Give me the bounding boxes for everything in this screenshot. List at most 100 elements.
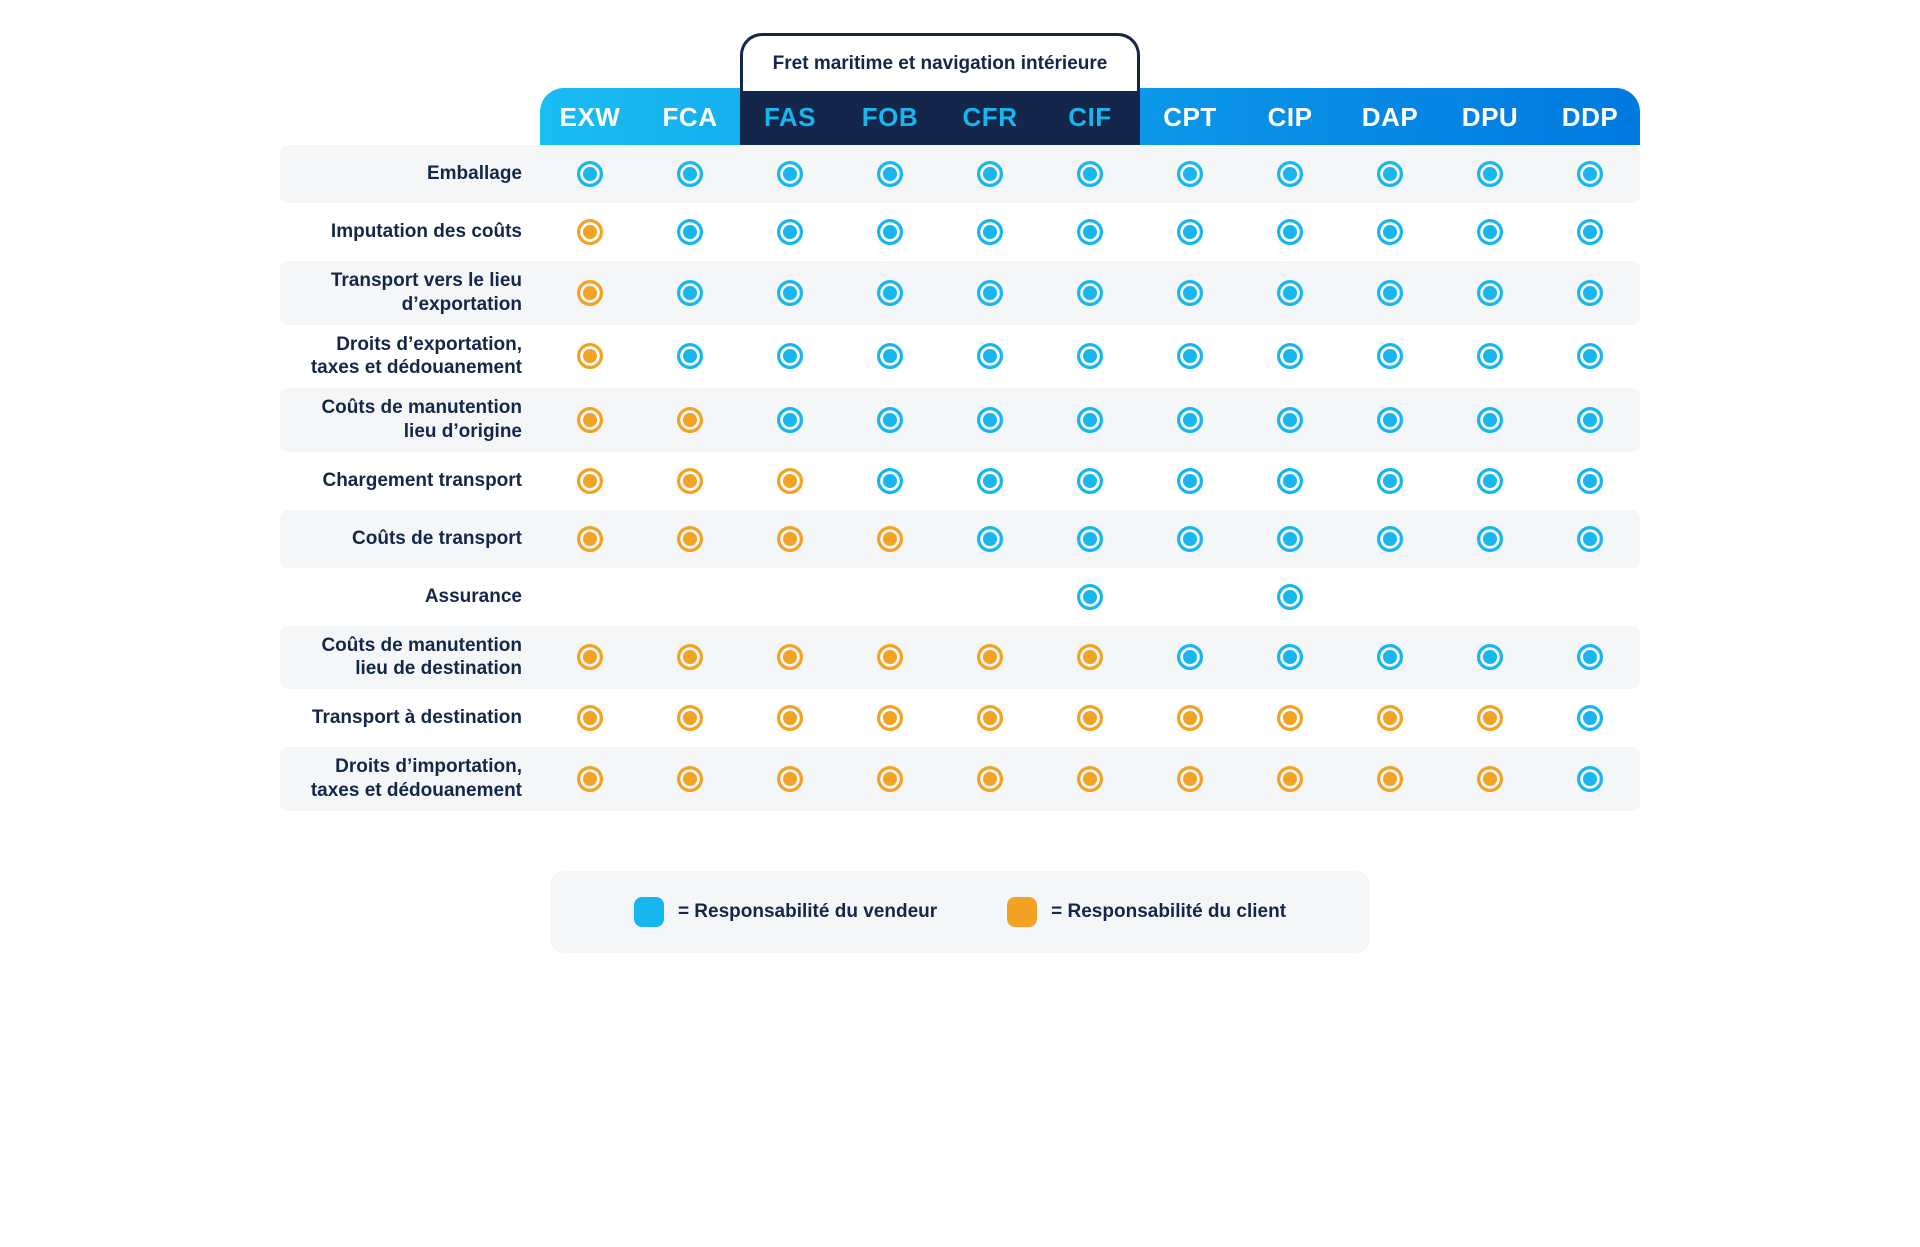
cell-seller [1240,515,1340,563]
cell-seller [1540,694,1640,742]
cell-empty [1540,587,1640,607]
cell-seller [1040,332,1140,380]
table-row: Droits d’exportation, taxes et dédouanem… [280,325,1640,389]
legend-swatch-buyer [1007,897,1037,927]
cell-seller [1440,269,1540,317]
cell-seller [1540,208,1640,256]
callout-label: Fret maritime et navigation intérieure [773,53,1108,75]
cell-seller [1240,150,1340,198]
table-row: Coûts de manutention lieu de destination [280,626,1640,690]
table-row: Transport vers le lieu d’exportation [280,261,1640,325]
cell-seller [940,150,1040,198]
column-header: EXW [540,88,640,145]
row-label: Coûts de manutention lieu de destination [280,626,540,690]
cell-seller [1240,573,1340,621]
cell-buyer [640,396,740,444]
cell-seller [940,457,1040,505]
cell-buyer [740,457,840,505]
cell-buyer [540,633,640,681]
cell-seller [1540,633,1640,681]
cell-seller [840,396,940,444]
cell-seller [840,457,940,505]
column-header: CIF [1040,88,1140,145]
cell-buyer [840,515,940,563]
cell-seller [1140,633,1240,681]
cell-seller [540,150,640,198]
column-header-row: EXWFCAFASFOBCFRCIFCPTCIPDAPDPUDDP [280,88,1640,145]
column-header: FCA [640,88,740,145]
cell-seller [1140,457,1240,505]
cell-buyer [640,515,740,563]
legend-item-buyer: = Responsabilité du client [1007,897,1286,927]
cell-buyer [640,755,740,803]
cell-buyer [740,515,840,563]
cell-seller [640,208,740,256]
cell-seller [1540,332,1640,380]
cell-buyer [640,457,740,505]
cell-seller [1540,457,1640,505]
cell-seller [940,332,1040,380]
legend-swatch-seller [634,897,664,927]
callout-row: Fret maritime et navigation intérieure [280,30,1640,88]
cell-seller [1040,457,1140,505]
cell-seller [1540,150,1640,198]
cell-seller [940,269,1040,317]
cell-buyer [740,755,840,803]
row-label: Droits d’exportation, taxes et dédouanem… [280,325,540,389]
legend-label-buyer: = Responsabilité du client [1051,901,1286,923]
cell-seller [1040,208,1140,256]
column-header: DPU [1440,88,1540,145]
cell-buyer [1040,633,1140,681]
legend-item-seller: = Responsabilité du vendeur [634,897,937,927]
cell-seller [740,269,840,317]
cell-seller [740,396,840,444]
cell-seller [1340,515,1440,563]
cell-seller [1440,633,1540,681]
cell-seller [1340,457,1440,505]
row-label: Imputation des coûts [280,212,540,252]
cell-buyer [540,515,640,563]
table-row: Assurance [280,568,1640,626]
cell-empty [540,587,640,607]
cell-buyer [940,755,1040,803]
cell-seller [1540,396,1640,444]
cell-empty [1140,587,1240,607]
table-row: Droits d’importation, taxes et dédouanem… [280,747,1640,811]
incoterms-matrix: Fret maritime et navigation intérieure E… [280,30,1640,953]
cell-seller [1340,269,1440,317]
cell-seller [1340,208,1440,256]
cell-buyer [1140,755,1240,803]
cell-seller [840,150,940,198]
sea-freight-callout: Fret maritime et navigation intérieure [740,33,1140,91]
table-row: Coûts de transport [280,510,1640,568]
column-header: CIP [1240,88,1340,145]
row-label: Droits d’importation, taxes et dédouanem… [280,747,540,811]
cell-empty [740,587,840,607]
cell-buyer [540,269,640,317]
cell-buyer [740,694,840,742]
cell-buyer [1240,755,1340,803]
row-label: Coûts de transport [280,519,540,559]
cell-seller [740,208,840,256]
cell-seller [1240,396,1340,444]
cell-buyer [1040,755,1140,803]
cell-empty [840,587,940,607]
cell-buyer [1340,755,1440,803]
cell-buyer [840,694,940,742]
cell-buyer [1240,694,1340,742]
cell-seller [1240,457,1340,505]
table-row: Coûts de manutention lieu d’origine [280,388,1640,452]
column-header: DAP [1340,88,1440,145]
cell-seller [1040,150,1140,198]
cell-seller [940,515,1040,563]
cell-seller [640,269,740,317]
cell-seller [1140,332,1240,380]
cell-seller [1140,150,1240,198]
cell-buyer [1140,694,1240,742]
cell-seller [1040,515,1140,563]
cell-buyer [640,694,740,742]
column-header: DDP [1540,88,1640,145]
cell-seller [1140,269,1240,317]
cell-empty [1440,587,1540,607]
cell-seller [1040,396,1140,444]
